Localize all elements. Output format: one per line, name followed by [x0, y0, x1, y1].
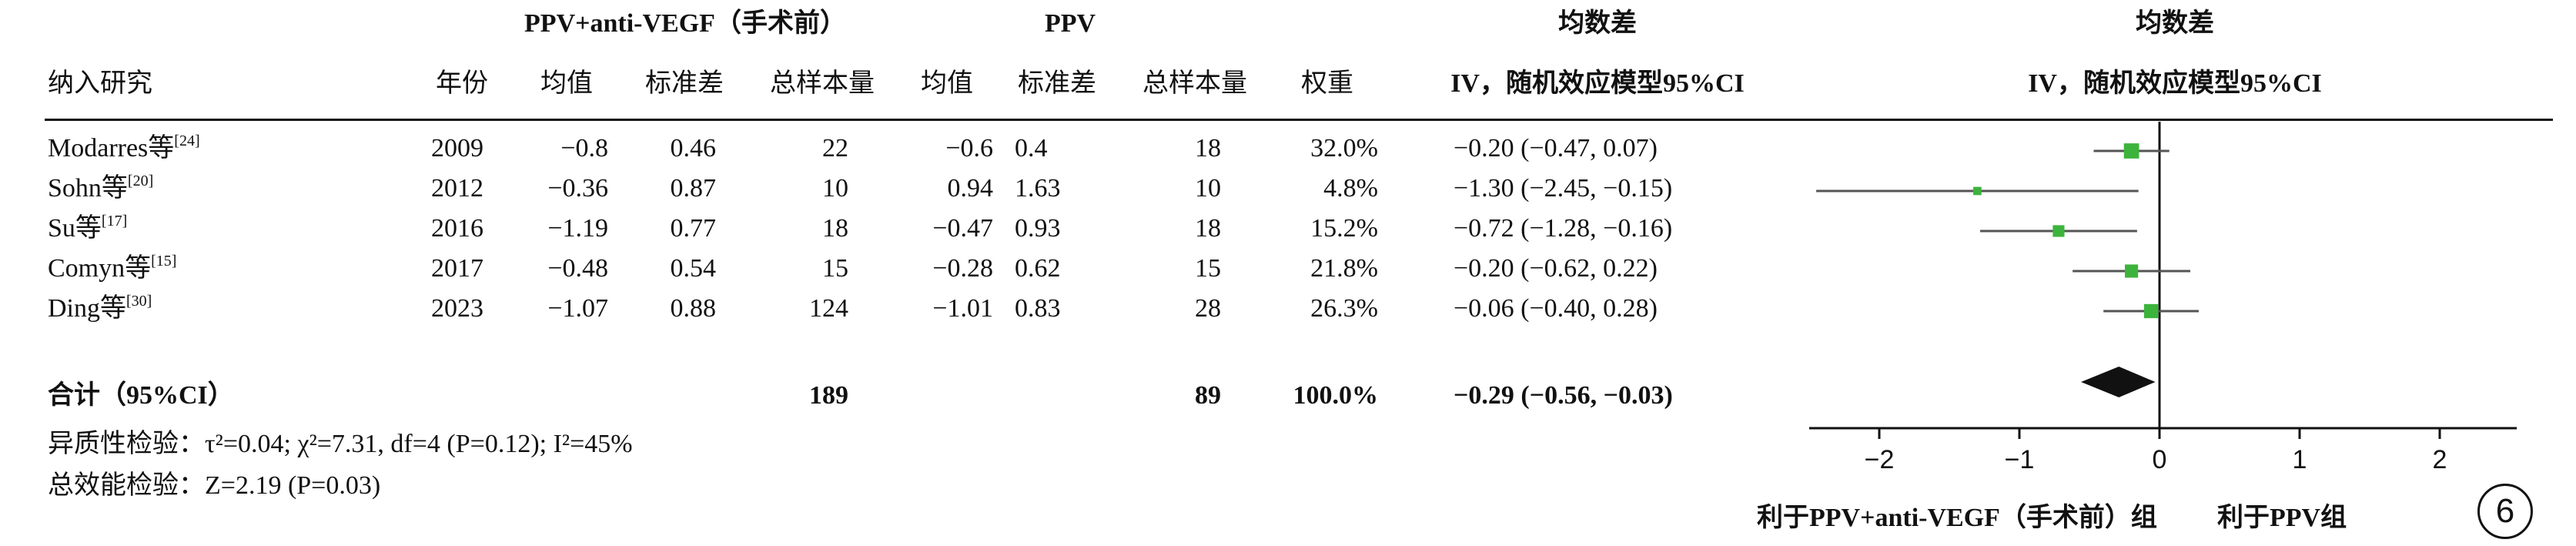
cell-n1: 15 [822, 254, 848, 283]
cell-year: 2016 [431, 214, 483, 243]
study-name: Su等[17] [48, 213, 128, 243]
total-n1: 189 [809, 381, 848, 410]
cell-n2: 28 [1195, 294, 1221, 323]
effect-marker [2052, 225, 2065, 237]
cell-ci-text: −1.30 (−2.45, −0.15) [1454, 174, 1673, 203]
study-reference: [24] [174, 132, 200, 149]
favours-left-label: 利于PPV+anti-VEGF（手术前）组 [1757, 504, 2157, 532]
total-n2: 89 [1195, 381, 1221, 410]
year-header: 年份 [436, 69, 488, 98]
cell-sd2: 1.63 [1015, 174, 1061, 203]
cell-weight: 32.0% [1310, 134, 1378, 162]
study-name-text: Modarres等 [48, 134, 175, 162]
cell-n1: 10 [822, 174, 848, 203]
cell-n1: 18 [822, 214, 848, 243]
cell-mean1: −1.07 [547, 294, 608, 323]
cell-n2: 15 [1195, 254, 1221, 283]
cell-sd1: 0.77 [670, 214, 717, 243]
cell-ci-text: −0.20 (−0.62, 0.22) [1454, 254, 1658, 283]
weight-header: 权重 [1301, 69, 1353, 98]
study-reference: [20] [127, 173, 154, 189]
x-tick-label: −1 [2005, 445, 2035, 474]
x-tick-label: −2 [1865, 445, 1895, 474]
cell-weight: 15.2% [1310, 214, 1378, 243]
effect-marker [1973, 186, 1982, 196]
cell-sd2: 0.62 [1015, 254, 1061, 283]
mean2-header: 均值 [921, 69, 973, 98]
cell-n2: 10 [1195, 174, 1221, 203]
cell-year: 2012 [431, 174, 483, 203]
study-header: 纳入研究 [48, 69, 152, 98]
cell-n2: 18 [1195, 214, 1221, 243]
header-rule [45, 119, 2553, 121]
cell-weight: 21.8% [1310, 254, 1378, 283]
cell-ci-text: −0.72 (−1.28, −0.16) [1454, 214, 1673, 243]
effect-marker [2125, 264, 2139, 278]
sd1-header: 标准差 [645, 69, 724, 98]
cell-ci-text: −0.06 (−0.40, 0.28) [1454, 294, 1658, 323]
study-name-text: Ding等 [48, 294, 126, 323]
cell-weight: 26.3% [1310, 294, 1378, 323]
cell-n1: 22 [822, 134, 848, 162]
cell-sd1: 0.87 [670, 174, 717, 203]
study-name: Comyn等[15] [48, 253, 177, 283]
cell-sd1: 0.54 [670, 254, 717, 283]
study-name-text: Sohn等 [48, 174, 128, 203]
group2-header: PPV [1044, 9, 1096, 38]
sd2-header: 标准差 [1018, 69, 1096, 98]
cell-mean1: −1.19 [547, 214, 608, 243]
x-tick-label: 1 [2293, 445, 2307, 474]
cell-sd2: 0.4 [1015, 134, 1048, 162]
total-ci-text: −0.29 (−0.56, −0.03) [1454, 381, 1673, 410]
mean1-header: 均值 [540, 69, 593, 98]
panel-label-badge: 6 [2477, 484, 2533, 539]
study-name: Modarres等[24] [48, 133, 200, 162]
cell-mean2: −0.6 [945, 134, 993, 162]
cell-year: 2023 [431, 294, 483, 323]
plot-method-header: IV，随机效应模型95%CI [2028, 69, 2322, 98]
cell-year: 2009 [431, 134, 483, 162]
cell-n1: 124 [809, 294, 848, 323]
cell-mean2: 0.94 [947, 174, 994, 203]
cell-ci-text: −0.20 (−0.47, 0.07) [1454, 134, 1658, 162]
study-name: Sohn等[20] [48, 173, 154, 203]
effect-marker [2123, 143, 2139, 159]
overall-effect-text: 总效能检验：Z=2.19 (P=0.03) [48, 471, 381, 500]
n1-header: 总样本量 [770, 69, 875, 98]
study-reference: [15] [151, 253, 177, 270]
cell-mean2: −0.28 [932, 254, 993, 283]
cell-mean1: −0.36 [547, 174, 608, 203]
md-method-header: IV，随机效应模型95%CI [1450, 69, 1745, 98]
study-name-text: Su等 [48, 214, 102, 243]
cell-sd2: 0.83 [1015, 294, 1061, 323]
cell-sd1: 0.88 [670, 294, 717, 323]
group1-header: PPV+anti-VEGF（手术前） [524, 9, 846, 38]
total-weight: 100.0% [1293, 381, 1379, 410]
plot-title-header: 均数差 [2136, 9, 2214, 38]
cell-mean1: −0.48 [547, 254, 608, 283]
x-tick-label: 0 [2153, 445, 2167, 474]
pooled-diamond [2081, 367, 2156, 397]
study-reference: [17] [101, 213, 128, 229]
study-reference: [30] [126, 293, 152, 310]
study-name-text: Comyn等 [48, 254, 152, 283]
total-label: 合计（95%CI） [48, 381, 234, 410]
cell-sd2: 0.93 [1015, 214, 1061, 243]
cell-mean2: −1.01 [932, 294, 993, 323]
cell-mean1: −0.8 [560, 134, 608, 162]
cell-sd1: 0.46 [670, 134, 717, 162]
cell-mean2: −0.47 [932, 214, 993, 243]
n2-header: 总样本量 [1142, 69, 1247, 98]
x-tick-label: 2 [2433, 445, 2447, 474]
heterogeneity-text: 异质性检验：τ²=0.04; χ²=7.31, df=4 (P=0.12); I… [48, 430, 633, 458]
study-name: Ding等[30] [48, 293, 152, 323]
cell-weight: 4.8% [1323, 174, 1378, 203]
cell-year: 2017 [431, 254, 483, 283]
cell-n2: 18 [1195, 134, 1221, 162]
effect-marker [2143, 303, 2159, 319]
favours-right-label: 利于PPV组 [2217, 504, 2347, 532]
md-title-header: 均数差 [1558, 9, 1637, 38]
